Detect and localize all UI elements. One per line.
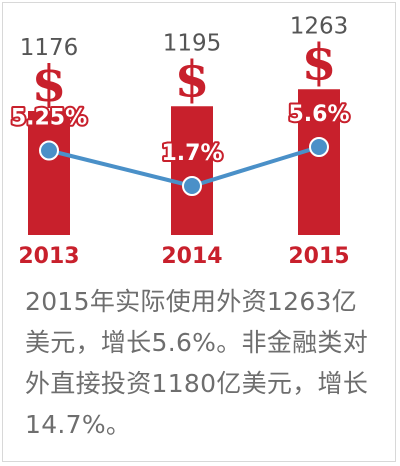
dollar-icon: $ bbox=[32, 54, 67, 113]
dollar-icon: $ bbox=[302, 32, 337, 91]
investment-chart: $1176 2013 $1195 2014 $1263 2015 5.25% 1.7% 5.6% bbox=[9, 13, 352, 269]
year-label-2014: 2014 bbox=[161, 244, 222, 269]
dollar-icon: $ bbox=[175, 49, 210, 108]
growth-label-2015: 5.6% bbox=[288, 102, 349, 127]
growth-point-2015 bbox=[309, 137, 329, 157]
value-label-2015: 1263 bbox=[290, 13, 349, 39]
year-label-2013: 2013 bbox=[18, 244, 79, 269]
growth-label-2014: 1.7% bbox=[161, 141, 222, 166]
value-label-2014: 1195 bbox=[163, 30, 222, 56]
growth-point-2014 bbox=[182, 176, 202, 196]
value-label-2013: 1176 bbox=[20, 35, 79, 61]
caption-text: 2015年实际使用外资1263亿美元，增长5.6%。非金融类对外直接投资1180… bbox=[25, 287, 369, 439]
year-label-2015: 2015 bbox=[288, 244, 349, 269]
bar-2014 bbox=[171, 106, 213, 235]
bar-2013 bbox=[28, 111, 70, 235]
bar-2015 bbox=[298, 89, 340, 235]
growth-point-2013 bbox=[39, 140, 59, 161]
growth-label-2013: 5.25% bbox=[11, 106, 87, 131]
infographic-card: $1176 2013 $1195 2014 $1263 2015 5.25% 1.7% 5.6%… bbox=[2, 2, 396, 462]
